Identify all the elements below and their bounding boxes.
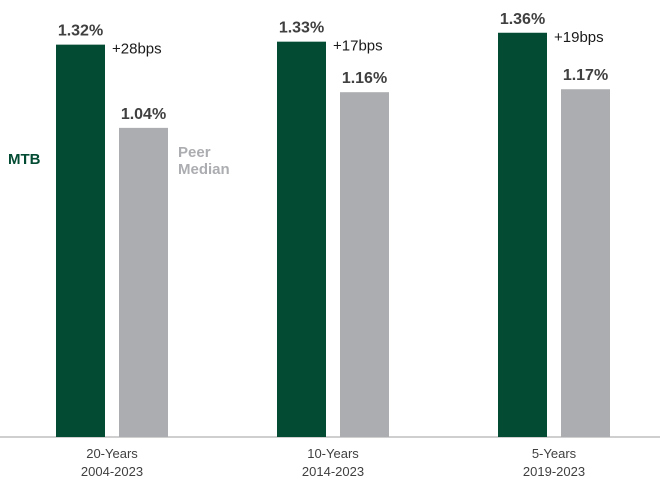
value-label-peer-1: 1.04% <box>121 106 166 123</box>
value-label-mtb-3: 1.36% <box>500 11 545 28</box>
category-label-3-period: 5-Years <box>532 446 577 461</box>
category-label-2-period: 10-Years <box>307 446 359 461</box>
bar-peer-1 <box>119 127 168 438</box>
value-label-mtb-1: 1.32% <box>58 23 103 40</box>
value-label-peer-3: 1.17% <box>563 67 608 84</box>
legend-label-peer-line2: Median <box>178 161 230 178</box>
difference-annotation-3: +19bps <box>554 29 604 46</box>
category-label-1-period: 20-Years <box>86 446 138 461</box>
bar-mtb-3 <box>498 32 547 438</box>
bar-peer-2 <box>340 92 389 437</box>
category-label-3-years: 2019-2023 <box>523 464 585 479</box>
difference-annotation-2: +17bps <box>333 38 383 55</box>
legend-label-mtb: MTB <box>8 151 41 168</box>
value-label-peer-2: 1.16% <box>342 70 387 87</box>
difference-annotation-1: +28bps <box>112 41 162 58</box>
value-label-mtb-2: 1.33% <box>279 20 324 37</box>
bar-mtb-2 <box>277 41 326 437</box>
bar-mtb-1 <box>56 44 105 437</box>
category-label-2-years: 2014-2023 <box>302 464 364 479</box>
legend-label-peer-line1: Peer <box>178 144 211 161</box>
category-label-1-years: 2004-2023 <box>81 464 143 479</box>
bar-peer-3 <box>561 89 610 437</box>
